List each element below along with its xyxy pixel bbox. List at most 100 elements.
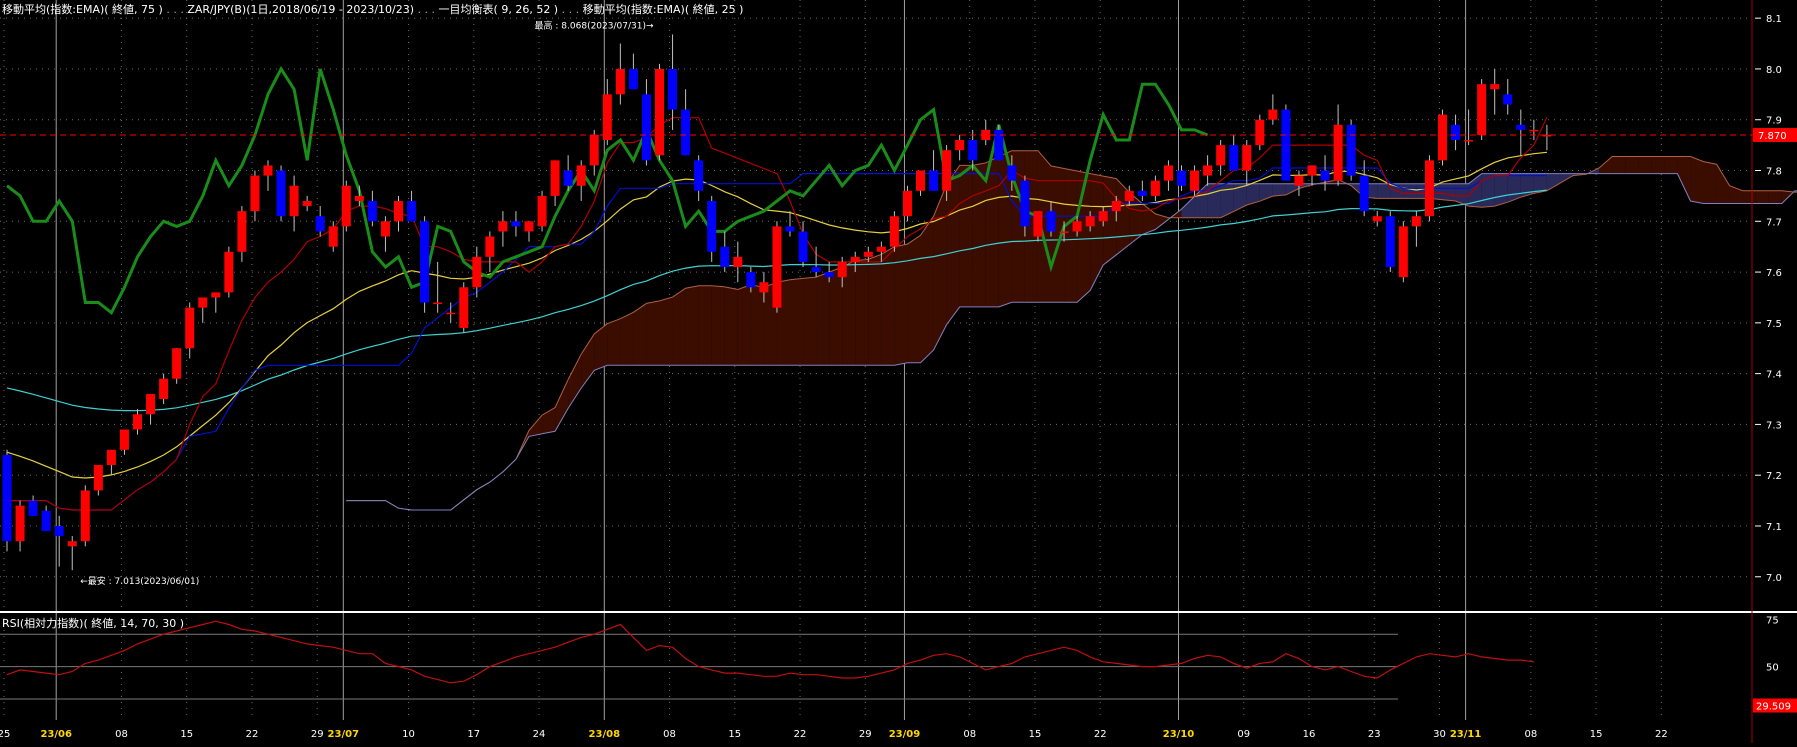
candle-down [668,68,678,110]
cloud-segment [1742,190,1756,204]
cloud-segment [672,288,686,366]
candle-up [133,414,142,430]
price-tick-label: 7.4 [1766,370,1782,381]
ema75-legend: 移動平均(指数:EMA)( 終値, 75 ) [2,3,163,16]
candle-up [67,541,77,547]
candle-down [1177,170,1186,186]
candle-up [1333,124,1343,181]
candle-down [563,170,573,186]
high-annotation: 最高 : 8.068(2023/07/31)→ [535,19,654,31]
rsi-tick-label: 75 [1766,616,1779,627]
cloud-segment [946,165,960,325]
candle-down [1451,124,1461,141]
date-tick-label: 15 [1029,729,1042,740]
candle-up [1059,231,1069,233]
cloud-segment [1272,183,1286,197]
cloud-segment [1207,183,1221,218]
price-tick-label: 7.0 [1766,573,1782,584]
cloud-segment [1259,183,1273,202]
cloud-segment [529,415,543,437]
ema25-legend: 移動平均(指数:EMA)( 終値, 25 ) [582,3,744,16]
candle-up [1411,216,1421,227]
candle-up [328,226,338,247]
candle-up [1529,129,1539,132]
cloud-segment [894,244,908,366]
candle-up [211,292,221,298]
cloud-segment [1233,183,1247,212]
candle-down [367,200,377,222]
candle-up [1372,216,1382,222]
candle-down [1516,124,1526,130]
cloud-segment [1703,161,1717,204]
cloud-segment [737,284,751,366]
rsi-line [6,620,1534,684]
candle-up [354,195,364,201]
candle-down [1346,124,1356,176]
candle-up [955,140,965,151]
candle-up [263,165,273,176]
current-price-box [1753,127,1797,142]
cloud-segment [555,379,569,432]
date-tick-label: 22 [794,729,807,740]
candle-down [785,226,795,232]
candle-down [798,231,808,262]
cloud-segment [1155,213,1169,230]
candle-up [237,211,247,252]
date-tick-label: 23/07 [328,729,360,740]
candle-down [994,129,1004,161]
rsi-tick-label: 50 [1766,663,1779,674]
candle-down [1007,165,1017,181]
candle-up [1098,211,1108,222]
cloud-segment [933,184,947,351]
candle-down [1137,190,1147,196]
date-tick-label: 16 [1303,729,1316,740]
cloud-segment [1612,156,1626,174]
candle-up [159,378,169,400]
date-tick-label: 08 [1524,729,1537,740]
indicator-lines [6,65,1797,511]
candle-down [746,272,756,288]
candle-down [1281,109,1291,181]
candle-down [720,246,730,267]
price-tick-label: 7.3 [1766,420,1782,431]
cloud-segment [1338,179,1352,186]
cloud-segment [959,165,973,307]
candle-up [602,94,612,141]
candle-down [1503,94,1513,105]
chikou-span-line [6,65,1209,316]
candle-up [1464,140,1474,142]
candle-up [837,261,847,278]
candle-up [394,200,403,222]
candle-up [341,185,351,227]
candle-up [172,348,182,379]
candle-up [850,256,860,262]
candle-up [1294,175,1304,186]
cloud-segment [633,303,647,366]
candle-up [916,170,925,191]
date-tick-label: 08 [963,729,976,740]
current-rsi-box [1753,698,1797,713]
candle-up [80,490,90,542]
cloud-segment [1638,156,1652,174]
candle-up [185,307,195,349]
candle-up [498,221,508,232]
date-tick-label: 23/08 [589,729,621,740]
cloud-segment [542,407,556,434]
candle-down [929,170,939,191]
cloud-segment [1546,173,1560,191]
date-tick-label: 22 [1655,729,1668,740]
date-tick-label: 15 [728,729,741,740]
candle-down [641,94,651,161]
cloud-segment [698,285,712,366]
candle-up [433,302,443,305]
cloud-segment [594,323,608,371]
cloud-segment [1533,173,1547,194]
cloud-segment [1285,183,1299,195]
cloud-segment [1037,150,1051,303]
price-tick-label: 7.8 [1766,167,1782,178]
cloud-segment [1651,156,1665,174]
candlestick-series [2,34,1552,571]
cloud-segment [1051,165,1065,303]
